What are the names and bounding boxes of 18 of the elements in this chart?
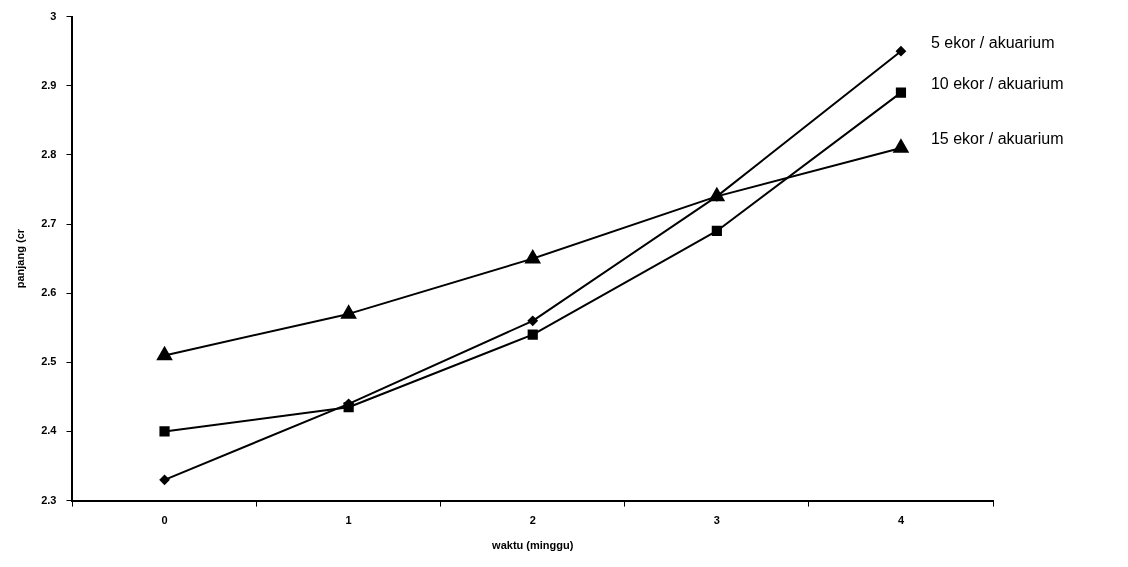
series-label: 10 ekor / akuarium — [930, 75, 1064, 93]
y-tick-label: 2.3 — [41, 493, 57, 506]
x-tick-label: 1 — [345, 514, 352, 527]
y-tick-label: 2.8 — [41, 147, 57, 160]
x-tick-label: 2 — [529, 514, 536, 527]
x-tick-label: 0 — [161, 514, 168, 527]
y-tick-label: 2.6 — [41, 286, 57, 299]
y-tick-label: 2.9 — [41, 78, 57, 91]
x-tick-label: 3 — [713, 514, 720, 527]
y-tick-label: 3 — [50, 9, 57, 22]
x-axis-title: waktu (minggu) — [491, 539, 574, 552]
series-label: 5 ekor / akuarium — [930, 33, 1055, 51]
x-tick-label: 4 — [897, 514, 905, 527]
y-tick-label: 2.4 — [41, 424, 58, 437]
y-axis-title: panjang (cr — [13, 228, 26, 289]
y-tick-label: 2.5 — [41, 355, 57, 368]
y-tick-label: 2.7 — [41, 217, 57, 230]
series-label: 15 ekor / akuarium — [930, 130, 1064, 148]
